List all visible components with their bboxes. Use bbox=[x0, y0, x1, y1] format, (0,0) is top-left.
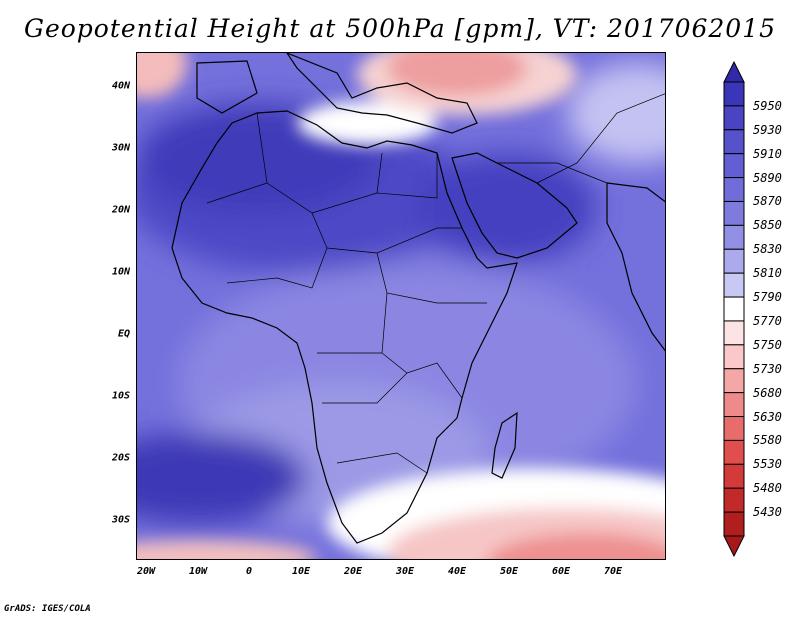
colorbar-cell bbox=[723, 105, 745, 131]
lon-label-10e: 10E bbox=[291, 566, 311, 577]
south-atlantic-high bbox=[137, 433, 307, 523]
arabia-coastline bbox=[451, 152, 578, 259]
colorbar-level-label: 5830 bbox=[753, 242, 782, 257]
madagascar-coastline bbox=[491, 411, 518, 479]
lat-label-30s: 30S bbox=[111, 514, 130, 526]
colorbar-cell bbox=[723, 81, 745, 107]
colorbar-cell bbox=[723, 272, 745, 298]
colorbar-cells bbox=[723, 81, 745, 537]
lat-label-40n: 40N bbox=[111, 80, 130, 92]
colorbar-cell bbox=[723, 248, 745, 274]
coastlines bbox=[171, 53, 665, 544]
colorbar-cell bbox=[723, 320, 745, 346]
northeast-light-field bbox=[567, 63, 665, 163]
colorbar-level-label: 5580 bbox=[753, 433, 782, 448]
map-title: Geopotential Height at 500hPa [gpm], VT:… bbox=[23, 14, 777, 43]
colorbar-level-label: 5850 bbox=[753, 218, 782, 233]
lon-label-50e: 50E bbox=[499, 566, 519, 577]
colorbar-cell bbox=[723, 200, 745, 226]
colorbar-bottom-arrow bbox=[723, 535, 745, 558]
lon-label-20e: 20E bbox=[343, 566, 363, 577]
arabia-high bbox=[417, 153, 597, 263]
india-coastline bbox=[606, 182, 665, 352]
geopotential-field bbox=[137, 53, 665, 559]
border-line bbox=[226, 247, 328, 289]
colorbar-level-label: 5890 bbox=[753, 170, 782, 185]
colorbar-cell bbox=[723, 344, 745, 370]
colorbar-cell bbox=[723, 439, 745, 465]
colorbar-level-label: 5930 bbox=[753, 122, 782, 137]
colorbar-cell bbox=[723, 177, 745, 202]
colorbar-level-label: 5910 bbox=[753, 146, 782, 161]
colorbar-level-label: 5530 bbox=[753, 457, 782, 472]
colorbar-cell bbox=[723, 368, 745, 394]
colorbar-cell bbox=[723, 511, 745, 537]
colorbar-level-label: 5810 bbox=[753, 266, 782, 281]
lon-label-40e: 40E bbox=[447, 566, 467, 577]
lat-label-20s: 20S bbox=[111, 452, 130, 464]
footer-credit: GrADS: IGES/COLA bbox=[4, 604, 91, 614]
colorbar-level-label: 5770 bbox=[753, 313, 782, 328]
lon-label-20w: 20W bbox=[136, 566, 156, 577]
colorbar-level-label: 5680 bbox=[753, 385, 782, 400]
border-line bbox=[497, 162, 608, 184]
southern-trough-core bbox=[487, 533, 665, 559]
lat-label-eq: EQ bbox=[117, 328, 130, 340]
turkey-trough-core bbox=[387, 53, 527, 96]
border-line bbox=[322, 372, 408, 404]
colorbar-level-label: 5950 bbox=[753, 98, 782, 113]
colorbar-cell bbox=[723, 487, 745, 513]
lon-label-60e: 60E bbox=[551, 566, 571, 577]
colorbar-top-arrow bbox=[723, 60, 745, 83]
colorbar-level-label: 5730 bbox=[753, 361, 782, 376]
border-line bbox=[536, 93, 665, 184]
colorbar-cell bbox=[723, 392, 745, 418]
map-panel bbox=[136, 52, 666, 560]
colorbar-cell bbox=[723, 153, 745, 179]
border-line bbox=[326, 247, 438, 304]
border-line bbox=[336, 452, 428, 474]
border-line bbox=[376, 153, 438, 199]
colorbar-level-label: 5870 bbox=[753, 194, 782, 209]
country-borders bbox=[206, 93, 665, 474]
europe-coastline bbox=[286, 53, 478, 134]
southwest-trough bbox=[137, 540, 317, 559]
colorbar-level-label: 5480 bbox=[753, 481, 782, 496]
lon-label-30e: 30E bbox=[395, 566, 415, 577]
colorbar-cell bbox=[723, 296, 745, 322]
lat-label-20n: 20N bbox=[111, 204, 130, 216]
iberia-coastline bbox=[196, 60, 258, 114]
colorbar-cell bbox=[723, 129, 745, 155]
africa-coastline bbox=[171, 110, 518, 544]
lat-label-10n: 10N bbox=[111, 266, 130, 278]
colorbar-cell bbox=[723, 463, 745, 489]
lon-label-0: 0 bbox=[245, 566, 253, 577]
border-line bbox=[376, 227, 462, 254]
colorbar-level-label: 5750 bbox=[753, 337, 782, 352]
colorbar-cell bbox=[723, 224, 745, 250]
lat-label-10s: 10S bbox=[111, 390, 130, 402]
colorbar bbox=[723, 60, 745, 558]
northwest-corner-trough bbox=[137, 53, 187, 98]
colorbar-cell bbox=[723, 416, 745, 441]
lon-label-10w: 10W bbox=[188, 566, 208, 577]
lon-label-70e: 70E bbox=[603, 566, 623, 577]
colorbar-level-label: 5630 bbox=[753, 409, 782, 424]
colorbar-level-label: 5430 bbox=[753, 505, 782, 520]
colorbar-level-label: 5790 bbox=[753, 290, 782, 305]
lat-label-30n: 30N bbox=[111, 142, 130, 154]
mediterranean-white-band bbox=[297, 101, 437, 145]
